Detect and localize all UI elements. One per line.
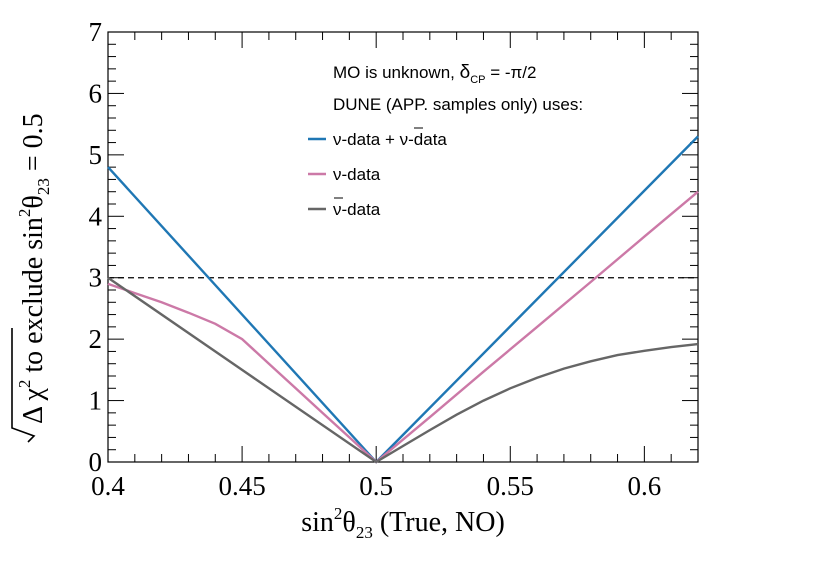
axis-ticks [107,31,699,463]
legend-label-nu-plus-nubar: ν-data + ν-data [333,130,447,149]
legend-label-nubar: ν-data [333,200,381,219]
annotation-line1: MO is unknown, δCP = -π/2 [333,62,536,86]
x-axis-title: sin2θ23 (True, NO) [301,504,505,542]
annotation-line2: DUNE (APP. samples only) uses: [333,95,583,114]
y-tick-label: 1 [89,386,103,416]
x-tick-label: 0.4 [91,471,125,501]
series-line-nu-plus-nubar [107,135,699,464]
series-line-nu [107,190,699,464]
x-tick-label: 0.45 [218,471,265,501]
y-tick-labels: 0 1 2 3 4 5 6 7 [89,17,103,477]
legend: ν-data + ν-data ν-data ν-data [308,127,447,219]
svg-text:Δ χ2 to exclude sin2θ23 = 0.5: Δ χ2 to exclude sin2θ23 = 0.5 [15,113,53,424]
x-tick-label: 0.6 [627,471,661,501]
y-tick-label: 2 [89,324,103,354]
series-line-nubar [107,276,699,464]
y-axis-title: Δ χ2 to exclude sin2θ23 = 0.5 [11,113,53,443]
y-tick-label: 3 [89,263,103,293]
y-tick-label: 6 [89,78,103,108]
y-tick-label: 7 [89,17,103,47]
x-tick-labels: 0.4 0.45 0.5 0.55 0.6 [91,471,661,501]
x-tick-label: 0.5 [359,471,393,501]
y-tick-label: 5 [89,140,103,170]
x-tick-label: 0.55 [487,471,534,501]
y-tick-label: 4 [89,201,103,231]
y-tick-label: 0 [89,447,103,477]
sqrt-sign [11,328,36,443]
legend-label-nu: ν-data [333,165,381,184]
